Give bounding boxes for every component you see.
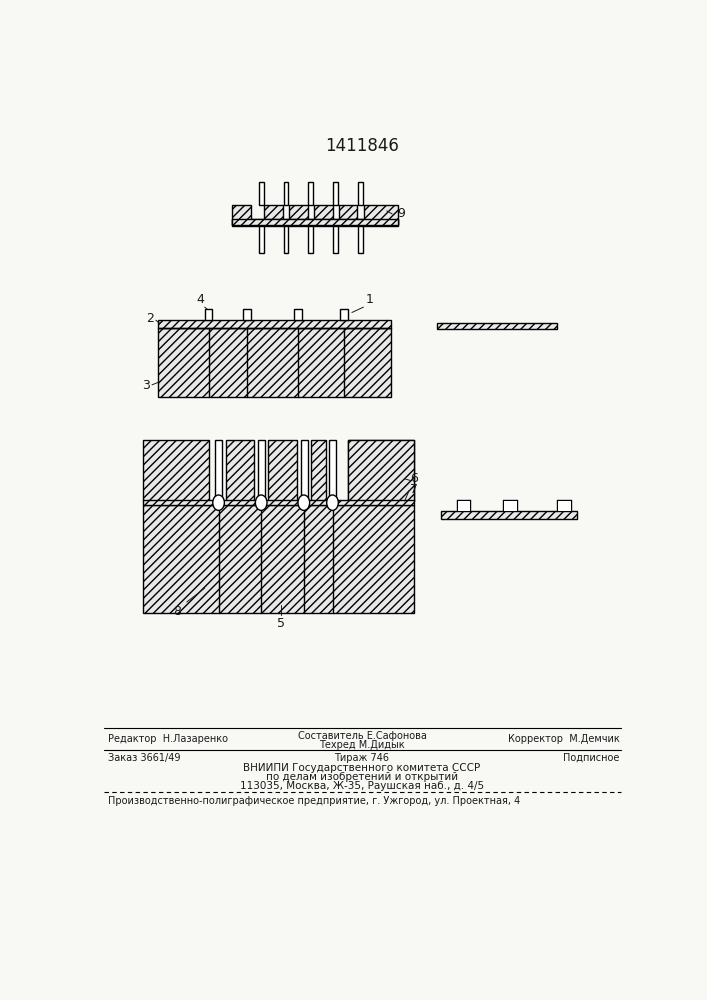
Polygon shape <box>358 182 363 205</box>
Polygon shape <box>300 440 308 501</box>
Polygon shape <box>503 500 517 511</box>
Polygon shape <box>243 309 251 320</box>
Polygon shape <box>363 205 398 225</box>
Text: 113035, Москва, Ж-35, Раушская наб., д. 4/5: 113035, Москва, Ж-35, Раушская наб., д. … <box>240 781 484 791</box>
Text: 9: 9 <box>397 207 404 220</box>
Polygon shape <box>308 182 313 205</box>
Polygon shape <box>158 328 391 397</box>
Polygon shape <box>268 440 297 501</box>
Text: 8: 8 <box>173 605 182 618</box>
Text: 6: 6 <box>410 472 418 485</box>
Polygon shape <box>557 500 571 511</box>
Text: 4: 4 <box>197 293 205 306</box>
Ellipse shape <box>255 495 267 510</box>
Polygon shape <box>143 505 414 613</box>
Polygon shape <box>437 323 557 329</box>
Polygon shape <box>158 320 391 328</box>
Text: Производственно-полиграфическое предприятие, г. Ужгород, ул. Проектная, 4: Производственно-полиграфическое предприя… <box>107 796 520 806</box>
Polygon shape <box>259 182 264 205</box>
Polygon shape <box>143 500 414 505</box>
Text: 7: 7 <box>410 483 418 496</box>
Text: Подписное: Подписное <box>563 753 619 763</box>
Polygon shape <box>314 205 332 219</box>
Text: 3: 3 <box>143 379 151 392</box>
Polygon shape <box>348 440 414 501</box>
Polygon shape <box>308 226 313 253</box>
Text: ВНИИПИ Государственного комитета СССР: ВНИИПИ Государственного комитета СССР <box>243 763 481 773</box>
Text: Заказ 3661/49: Заказ 3661/49 <box>107 753 180 763</box>
Polygon shape <box>333 226 338 253</box>
Polygon shape <box>284 182 288 205</box>
Polygon shape <box>216 440 223 501</box>
Ellipse shape <box>298 495 310 510</box>
Polygon shape <box>441 511 577 519</box>
Polygon shape <box>293 309 301 320</box>
Text: 1: 1 <box>366 293 374 306</box>
Ellipse shape <box>327 495 339 510</box>
Polygon shape <box>232 219 398 226</box>
Polygon shape <box>204 309 212 320</box>
Text: Тираж 746: Тираж 746 <box>334 753 390 763</box>
Polygon shape <box>258 440 265 501</box>
Text: Редактор  Н.Лазаренко: Редактор Н.Лазаренко <box>107 734 228 744</box>
Polygon shape <box>311 440 325 501</box>
Polygon shape <box>264 205 283 219</box>
Polygon shape <box>284 226 288 253</box>
Ellipse shape <box>213 495 224 510</box>
Polygon shape <box>358 226 363 253</box>
Text: 2: 2 <box>146 312 154 325</box>
Text: Составитель Е.Сафонова: Составитель Е.Сафонова <box>298 731 426 741</box>
Polygon shape <box>329 440 337 501</box>
Polygon shape <box>226 440 255 501</box>
Text: Корректор  М.Демчик: Корректор М.Демчик <box>508 734 619 744</box>
Text: 1411846: 1411846 <box>325 137 399 155</box>
Polygon shape <box>333 182 338 205</box>
Polygon shape <box>340 309 348 320</box>
Polygon shape <box>232 219 398 225</box>
Text: Техред М.Дидык: Техред М.Дидык <box>319 740 405 750</box>
Polygon shape <box>339 205 357 219</box>
Polygon shape <box>232 205 251 225</box>
Text: 5: 5 <box>276 617 285 630</box>
Polygon shape <box>143 440 209 501</box>
Polygon shape <box>289 205 308 219</box>
Polygon shape <box>259 226 264 253</box>
Polygon shape <box>348 440 414 501</box>
Polygon shape <box>457 500 470 511</box>
Text: по делам изобретений и открытий: по делам изобретений и открытий <box>266 772 458 782</box>
